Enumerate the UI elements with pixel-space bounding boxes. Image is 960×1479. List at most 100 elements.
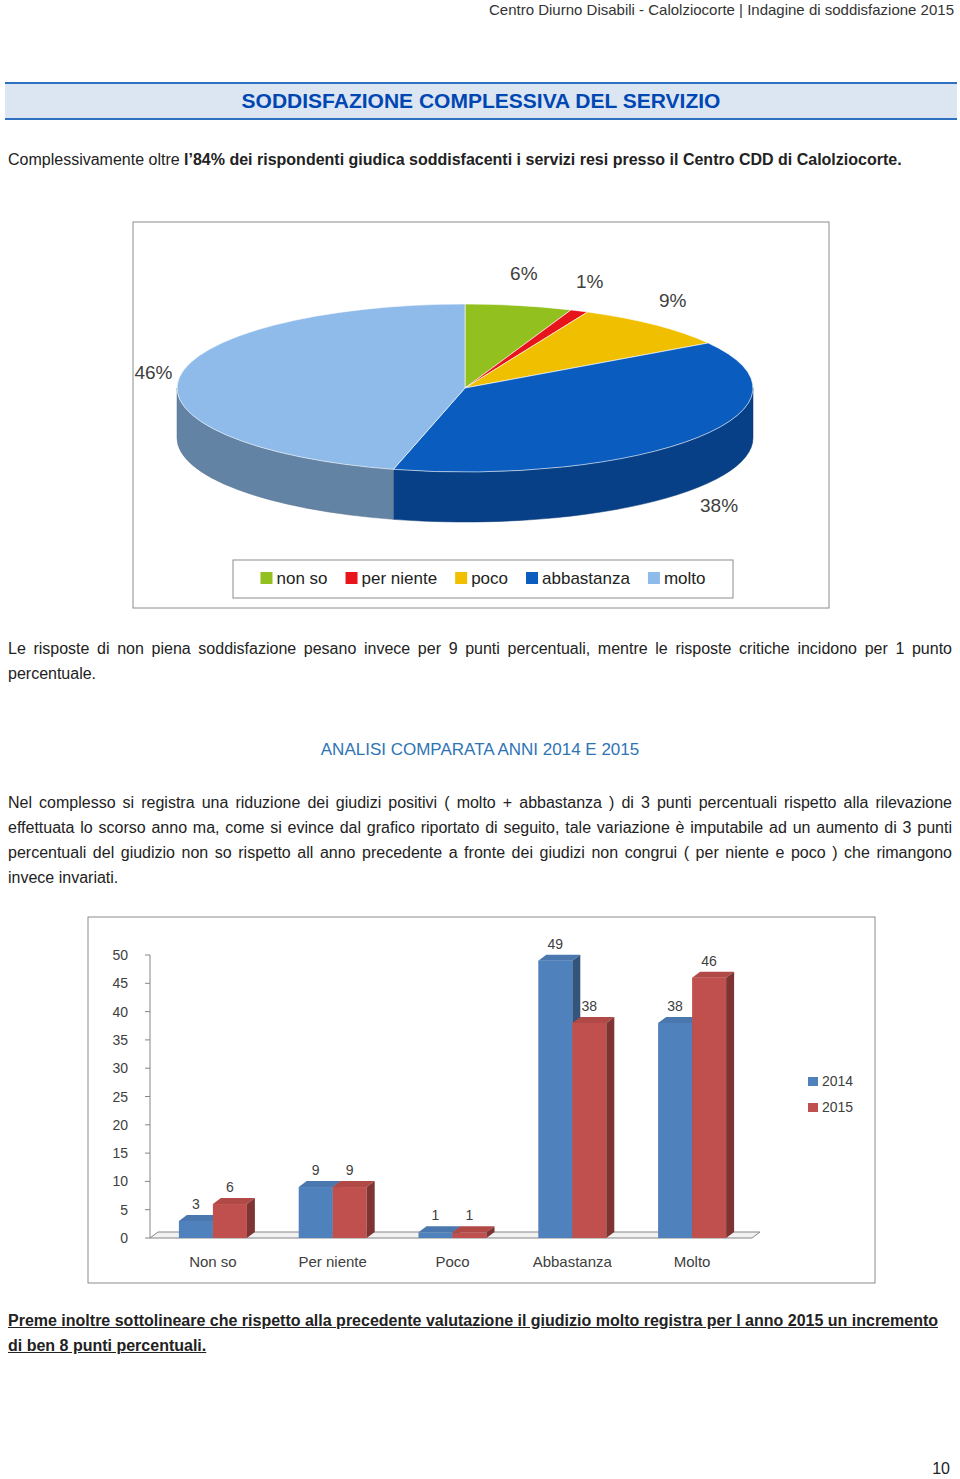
x-tick-label: Abbastanza xyxy=(533,1253,613,1270)
y-tick xyxy=(145,983,150,984)
pie-slice-side xyxy=(177,388,393,519)
legend-label: poco xyxy=(471,569,508,588)
y-tick-label: 20 xyxy=(112,1117,128,1133)
intro-paragraph: Complessivamente oltre l’84% dei rispond… xyxy=(8,147,952,172)
bar-side xyxy=(487,1226,495,1238)
bar-top xyxy=(538,955,580,961)
legend-swatch xyxy=(648,572,660,584)
bar xyxy=(658,1023,692,1238)
page-number: 10 xyxy=(932,1460,950,1478)
y-tick-label: 25 xyxy=(112,1089,128,1105)
intro-text: Complessivamente oltre xyxy=(8,151,184,168)
bar-top xyxy=(692,972,734,978)
bar-data-label: 49 xyxy=(548,936,564,952)
bar xyxy=(692,978,726,1238)
bar-side xyxy=(606,1017,614,1238)
bar xyxy=(299,1187,333,1238)
legend-swatch xyxy=(526,572,538,584)
bar-side xyxy=(572,955,580,1238)
pie-data-label: 38% xyxy=(700,495,738,516)
x-tick-label: Non so xyxy=(189,1253,237,1270)
y-tick xyxy=(145,955,150,956)
bar-data-label: 46 xyxy=(701,953,717,969)
x-tick-label: Poco xyxy=(435,1253,469,1270)
section-title: ANALISI COMPARATA ANNI 2014 E 2015 xyxy=(8,738,952,762)
bar-data-label: 3 xyxy=(192,1196,200,1212)
pie-slice-side xyxy=(393,388,753,522)
y-tick xyxy=(145,1124,150,1125)
bars xyxy=(179,955,734,1238)
legend-label: abbastanza xyxy=(542,569,630,588)
highlight-paragraph: Preme inoltre sottolineare che rispetto … xyxy=(8,1308,952,1358)
legend-swatch xyxy=(808,1077,818,1086)
bar-top xyxy=(658,1017,700,1023)
y-tick-label: 5 xyxy=(120,1202,128,1218)
bar-side xyxy=(247,1198,255,1238)
y-tick-label: 0 xyxy=(120,1230,128,1246)
section-banner: SODDISFAZIONE COMPLESSIVA DEL SERVIZIO xyxy=(5,82,957,120)
page-header: Centro Diurno Disabili - Calolziocorte |… xyxy=(489,0,954,20)
pie-slice xyxy=(465,304,571,388)
legend-swatch xyxy=(808,1103,818,1112)
y-tick xyxy=(145,1181,150,1182)
note-paragraph: Le risposte di non piena soddisfazione p… xyxy=(8,636,952,686)
page: Centro Diurno Disabili - Calolziocorte |… xyxy=(0,0,960,1479)
y-tick xyxy=(145,1238,150,1239)
bar-side xyxy=(726,972,734,1238)
pie-data-label: 9% xyxy=(659,290,687,311)
bar xyxy=(572,1023,606,1238)
pie-slice xyxy=(465,310,588,388)
chart-floor xyxy=(150,1232,760,1238)
bar-data-label: 9 xyxy=(346,1162,354,1178)
legend-box xyxy=(233,560,733,598)
bar-side xyxy=(453,1226,461,1238)
bar-legend: 2014 2015 xyxy=(808,1073,853,1115)
legend-label: 2015 xyxy=(822,1099,853,1115)
bar-top xyxy=(419,1226,461,1232)
charts-layer: 6% 1% 9% 38% 46% non so per niente poco abbastan… xyxy=(0,0,960,1479)
bar-side xyxy=(692,1017,700,1238)
bar xyxy=(538,961,572,1238)
analysis-paragraph: Nel complesso si registra una riduzione … xyxy=(8,790,952,890)
pie-data-label: 1% xyxy=(576,271,604,292)
bar-top xyxy=(179,1215,221,1221)
bar xyxy=(333,1187,367,1238)
bar-top xyxy=(333,1181,375,1187)
bar-side xyxy=(333,1181,341,1238)
bar-top xyxy=(299,1181,341,1187)
bar xyxy=(419,1232,453,1238)
y-tick xyxy=(145,1096,150,1097)
y-tick xyxy=(145,1068,150,1069)
bar xyxy=(179,1221,213,1238)
y-tick xyxy=(145,1153,150,1154)
legend-label: molto xyxy=(664,569,706,588)
bar-side xyxy=(213,1215,221,1238)
pie-slice xyxy=(177,304,465,469)
legend-label: non so xyxy=(276,569,327,588)
pie-slice xyxy=(465,312,708,388)
x-tick-label: Per niente xyxy=(299,1253,367,1270)
x-tick-label: Molto xyxy=(674,1253,711,1270)
legend-swatch xyxy=(346,572,358,584)
y-axis: 05101520253035404550 xyxy=(112,947,150,1246)
bar-data-label: 1 xyxy=(432,1207,440,1223)
pie-data-label: 46% xyxy=(134,362,172,383)
y-tick-label: 35 xyxy=(112,1032,128,1048)
legend-label: 2014 xyxy=(822,1073,853,1089)
pie-data-label: 6% xyxy=(510,263,538,284)
legend-swatch xyxy=(455,572,467,584)
bar-data-label: 6 xyxy=(226,1179,234,1195)
bar-frame xyxy=(88,917,875,1283)
bar-data-label: 1 xyxy=(466,1207,474,1223)
legend-label: per niente xyxy=(362,569,438,588)
bar-data-labels: 36991149383846 xyxy=(192,936,717,1224)
y-tick xyxy=(145,1039,150,1040)
pie-slice xyxy=(393,343,753,472)
y-tick-label: 15 xyxy=(112,1145,128,1161)
y-tick-label: 40 xyxy=(112,1004,128,1020)
pie-legend: non so per niente poco abbastanza molto xyxy=(233,560,733,598)
bar-data-label: 38 xyxy=(582,998,598,1014)
y-tick-label: 45 xyxy=(112,975,128,991)
bar-top xyxy=(213,1198,255,1204)
legend-swatch xyxy=(260,572,272,584)
